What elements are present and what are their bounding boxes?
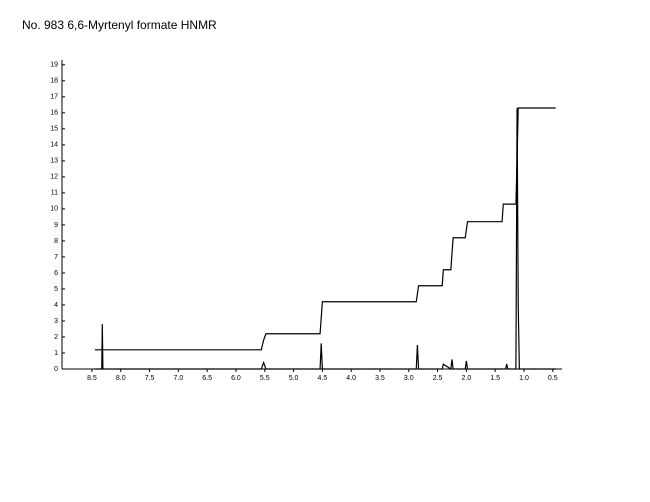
series-line [94, 108, 556, 371]
y-tick-label: 18 [50, 78, 58, 85]
y-tick-label: 19 [50, 62, 58, 69]
x-tick-label: 4.5 [318, 375, 328, 382]
x-tick-label: 7.5 [145, 375, 155, 382]
y-tick-label: 15 [50, 126, 58, 133]
x-tick-label: 2.0 [462, 375, 472, 382]
y-tick-label: 12 [50, 174, 58, 181]
x-tick-label: 6.0 [231, 375, 241, 382]
y-tick-label: 4 [54, 302, 58, 309]
x-tick-label: 8.0 [116, 375, 126, 382]
x-tick-label: 6.5 [202, 375, 212, 382]
x-tick-label: 1.5 [490, 375, 500, 382]
x-tick-label: 5.5 [260, 375, 270, 382]
x-tick-label: 8.5 [87, 375, 97, 382]
y-tick-label: 6 [54, 270, 58, 277]
x-tick-label: 0.5 [548, 375, 558, 382]
y-tick-label: 13 [50, 158, 58, 165]
series-line [94, 107, 556, 351]
x-tick-label: 7.0 [173, 375, 183, 382]
y-tick-label: 10 [50, 206, 58, 213]
x-tick-label: 1.0 [519, 375, 529, 382]
y-tick-label: 11 [51, 190, 58, 197]
x-tick-label: 3.5 [375, 375, 385, 382]
y-tick-label: 5 [54, 286, 58, 293]
x-tick-label: 2.5 [433, 375, 443, 382]
x-tick-label: 4.0 [346, 375, 356, 382]
y-tick-label: 9 [54, 222, 58, 229]
y-tick-label: 2 [54, 334, 58, 341]
y-tick-label: 14 [50, 142, 58, 149]
y-tick-label: 8 [54, 238, 58, 245]
y-tick-label: 3 [54, 318, 58, 325]
x-tick-label: 3.0 [404, 375, 414, 382]
x-tick-label: 5.0 [289, 375, 299, 382]
y-tick-label: 1 [54, 350, 58, 357]
y-tick-label: 0 [54, 366, 58, 373]
y-tick-label: 16 [50, 110, 58, 117]
y-tick-label: 17 [50, 94, 58, 101]
chart-title: No. 983 6,6-Myrtenyl formate HNMR [22, 18, 217, 32]
y-tick-label: 7 [54, 254, 58, 261]
